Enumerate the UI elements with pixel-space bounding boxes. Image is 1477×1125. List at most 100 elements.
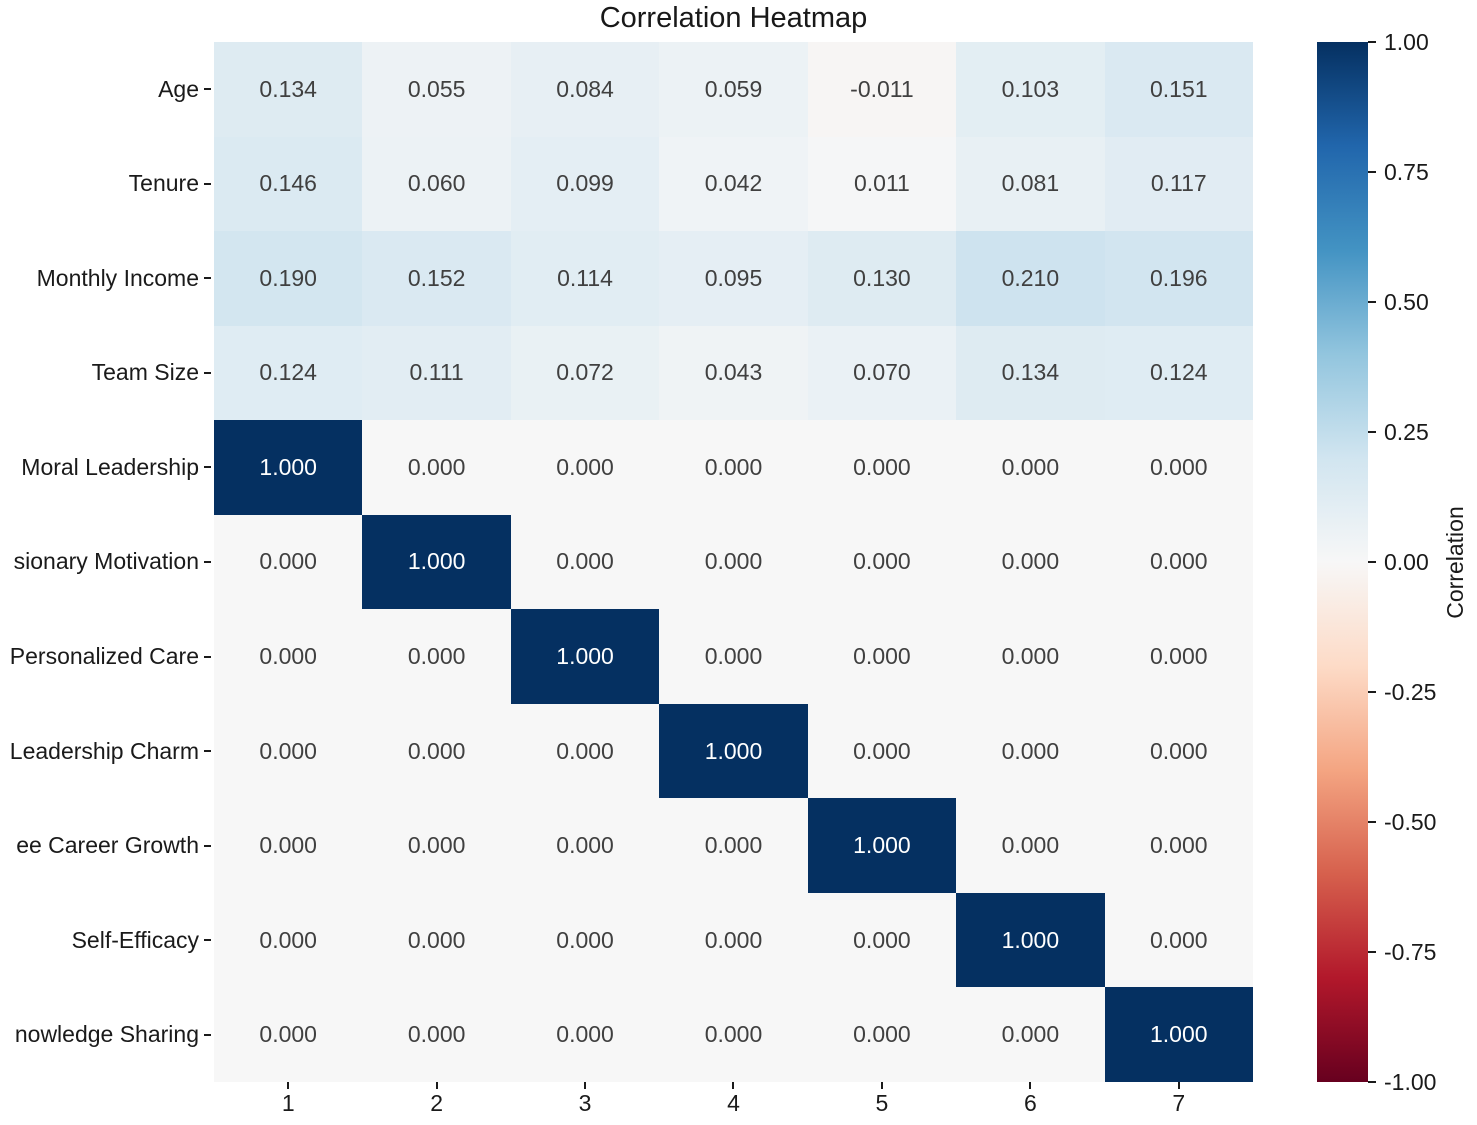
x-axis-label: 7 <box>1172 1090 1186 1116</box>
y-axis-label: ee Career Growth <box>16 832 199 859</box>
y-axis-row: Personalized Care <box>0 609 214 704</box>
heatmap-cell: 0.099 <box>510 136 660 232</box>
colorbar-tick <box>1368 561 1376 563</box>
heatmap-cell: 0.000 <box>510 703 660 799</box>
heatmap-cell: 0.000 <box>362 609 511 704</box>
y-axis-tick <box>204 371 211 374</box>
colorbar-tick <box>1368 951 1376 953</box>
x-axis-label: 1 <box>281 1090 295 1116</box>
x-axis-label: 6 <box>1023 1090 1037 1116</box>
y-axis-tick <box>204 88 211 91</box>
x-axis-tick <box>287 1082 290 1089</box>
heatmap-cell: 0.000 <box>362 987 511 1082</box>
y-axis-row: Tenure <box>0 137 214 232</box>
y-axis-label: Team Size <box>91 359 199 386</box>
heatmap-cell: 0.146 <box>214 136 363 232</box>
colorbar-axis-label: Correlation <box>1441 505 1468 619</box>
heatmap-cell: 1.000 <box>956 892 1105 988</box>
x-axis-tick <box>584 1082 587 1089</box>
heatmap-cell: 0.000 <box>807 420 957 515</box>
heatmap-cell: 0.000 <box>956 420 1105 515</box>
heatmap-cell: 0.000 <box>956 703 1105 799</box>
heatmap-cell: 0.151 <box>1104 42 1253 137</box>
x-axis-tick <box>1029 1082 1032 1089</box>
y-axis-label: sionary Motivation <box>13 548 199 575</box>
heatmap-cell: 0.000 <box>362 420 511 515</box>
heatmap-cell: 0.000 <box>1104 420 1253 515</box>
heatmap-cell: 0.000 <box>362 798 511 893</box>
heatmap-cell: 0.000 <box>807 892 957 988</box>
colorbar-tick-label: -1.00 <box>1384 1069 1437 1095</box>
heatmap-cell: 0.000 <box>956 798 1105 893</box>
heatmap-cell: 0.055 <box>362 42 511 137</box>
heatmap-cell: 0.000 <box>807 609 957 704</box>
y-axis-tick <box>204 466 211 469</box>
heatmap-cell: -0.011 <box>807 42 957 137</box>
heatmap-cell: 0.000 <box>214 703 363 799</box>
y-axis-label: Monthly Income <box>36 264 199 291</box>
y-axis-row: nowledge Sharing <box>0 987 214 1082</box>
x-axis-label: 3 <box>578 1090 592 1116</box>
y-axis-label: Personalized Care <box>9 643 199 670</box>
heatmap-grid: 0.134 0.055 0.084 0.059 -0.011 0.103 0.151 0.14… <box>214 42 1253 1082</box>
heatmap-cell: 0.190 <box>214 231 363 326</box>
y-axis-tick <box>204 750 211 753</box>
heatmap-cell: 0.042 <box>659 136 808 232</box>
x-axis-tick <box>435 1082 438 1089</box>
x-axis-tick <box>1177 1082 1180 1089</box>
heatmap-cell: 1.000 <box>214 420 363 515</box>
heatmap-cell: 0.152 <box>362 231 511 326</box>
colorbar-tick <box>1368 301 1376 303</box>
colorbar-tick-label: 0.00 <box>1384 549 1429 575</box>
colorbar-tick-label: -0.25 <box>1384 679 1437 705</box>
y-axis-tick <box>204 844 211 847</box>
heatmap-cell: 0.000 <box>807 703 957 799</box>
x-axis-col: 1 <box>214 1082 362 1124</box>
y-axis-tick <box>204 939 211 942</box>
colorbar-tick <box>1368 1081 1376 1083</box>
heatmap-cell: 0.000 <box>659 987 808 1082</box>
x-axis-col: 5 <box>808 1082 956 1124</box>
heatmap-cell: 0.111 <box>362 325 511 421</box>
heatmap-cell: 0.000 <box>214 609 363 704</box>
heatmap-cell: 0.095 <box>659 231 808 326</box>
heatmap-cell: 1.000 <box>510 609 660 704</box>
heatmap-cell: 0.081 <box>956 136 1105 232</box>
y-axis-row: sionary Motivation <box>0 515 214 610</box>
heatmap-cell: 0.000 <box>956 609 1105 704</box>
x-axis-label: 4 <box>727 1090 740 1116</box>
colorbar-tick-label: 0.50 <box>1384 289 1429 315</box>
y-axis-row: Team Size <box>0 326 214 421</box>
y-axis-row: Monthly Income <box>0 231 214 326</box>
heatmap-cell: 0.196 <box>1104 231 1253 326</box>
colorbar-tick <box>1368 691 1376 693</box>
colorbar-label-wrap: Correlation <box>1438 42 1472 1082</box>
heatmap-cell: 0.000 <box>510 892 660 988</box>
heatmap-cell: 0.000 <box>510 987 660 1082</box>
x-axis-col: 7 <box>1105 1082 1253 1124</box>
heatmap-cell: 0.117 <box>1104 136 1253 232</box>
x-axis-tick <box>880 1082 883 1089</box>
heatmap-cell: 0.134 <box>956 325 1105 421</box>
heatmap-cell: 0.043 <box>659 325 808 421</box>
heatmap-cell: 0.000 <box>214 798 363 893</box>
heatmap-cell: 1.000 <box>807 798 957 893</box>
x-axis-tick <box>732 1082 735 1089</box>
y-axis-tick <box>204 277 211 280</box>
heatmap-cell: 0.084 <box>510 42 660 137</box>
colorbar-tick <box>1368 821 1376 823</box>
heatmap-cell: 0.000 <box>214 987 363 1082</box>
heatmap-cell: 1.000 <box>362 514 511 610</box>
x-axis-col: 6 <box>956 1082 1104 1124</box>
x-axis-label: 5 <box>875 1090 889 1116</box>
heatmap-cell: 0.000 <box>1104 798 1253 893</box>
heatmap-cell: 0.000 <box>214 892 363 988</box>
heatmap-cell: 0.000 <box>214 514 363 610</box>
heatmap-cell: 0.000 <box>659 514 808 610</box>
heatmap-cell: 0.000 <box>1104 703 1253 799</box>
heatmap-cell: 0.072 <box>510 325 660 421</box>
y-axis-tick <box>204 182 211 185</box>
heatmap-cell: 0.000 <box>956 987 1105 1082</box>
heatmap-cell: 0.103 <box>956 42 1105 137</box>
y-axis-row: Self-Efficacy <box>0 893 214 988</box>
